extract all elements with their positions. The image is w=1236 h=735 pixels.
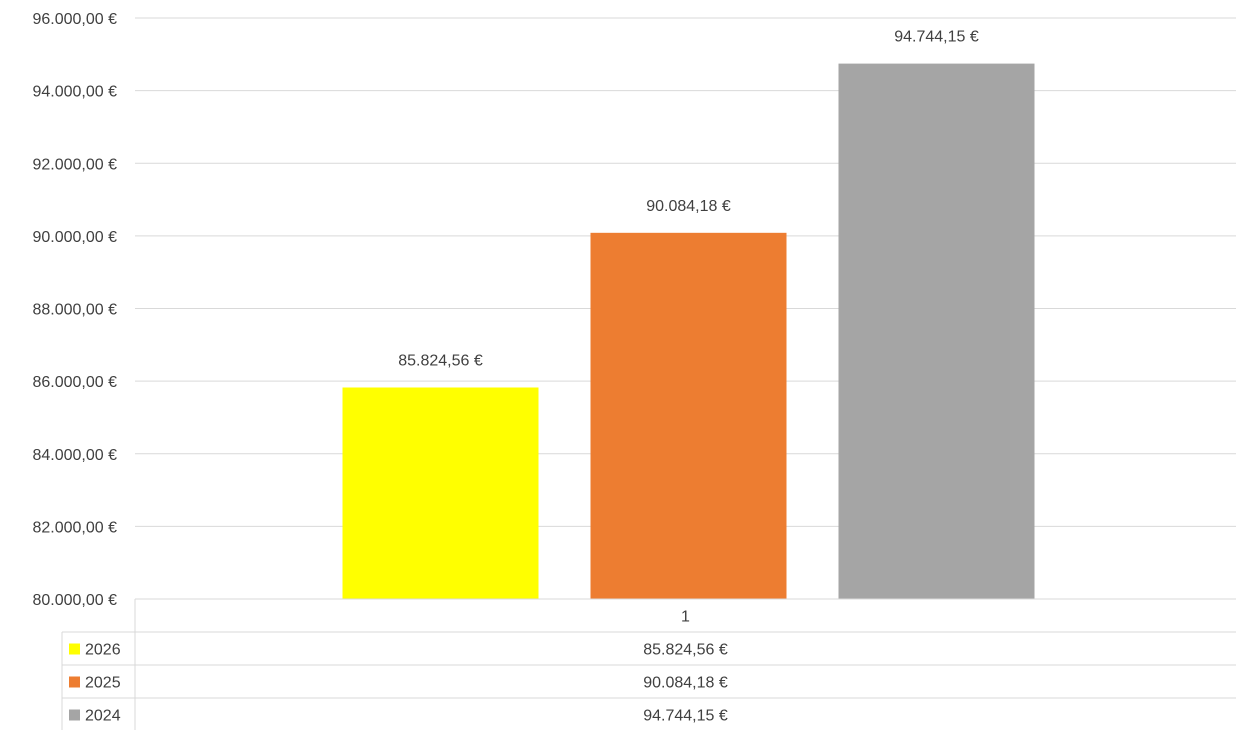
- y-tick-label: 96.000,00 €: [32, 11, 117, 28]
- data-label-2026: 85.824,56 €: [398, 352, 483, 369]
- y-tick-label: 82.000,00 €: [32, 519, 117, 536]
- y-tick-label: 88.000,00 €: [32, 302, 117, 319]
- legend-key-2024: [69, 709, 80, 721]
- legend-key-2026: [69, 643, 80, 655]
- table-value-2024: 94.744,15 €: [643, 708, 728, 725]
- legend-key-2025: [69, 676, 80, 688]
- x-category-label: 1: [681, 609, 690, 626]
- bar-2025: [590, 232, 787, 599]
- data-label-2025: 90.084,18 €: [646, 198, 731, 215]
- bar-2024: [838, 63, 1035, 600]
- legend-label-2025: 2025: [85, 675, 121, 692]
- y-tick-label: 92.000,00 €: [32, 156, 117, 173]
- legend-label-2024: 2024: [85, 708, 121, 725]
- y-tick-label: 94.000,00 €: [32, 84, 117, 101]
- y-tick-label: 86.000,00 €: [32, 374, 117, 391]
- y-tick-label: 84.000,00 €: [32, 447, 117, 464]
- bar-2026: [342, 387, 539, 599]
- data-label-2024: 94.744,15 €: [894, 29, 979, 46]
- legend-label-2026: 2026: [85, 642, 121, 659]
- y-tick-label: 80.000,00 €: [32, 592, 117, 609]
- table-value-2025: 90.084,18 €: [643, 675, 728, 692]
- y-tick-label: 90.000,00 €: [32, 229, 117, 246]
- table-value-2026: 85.824,56 €: [643, 642, 728, 659]
